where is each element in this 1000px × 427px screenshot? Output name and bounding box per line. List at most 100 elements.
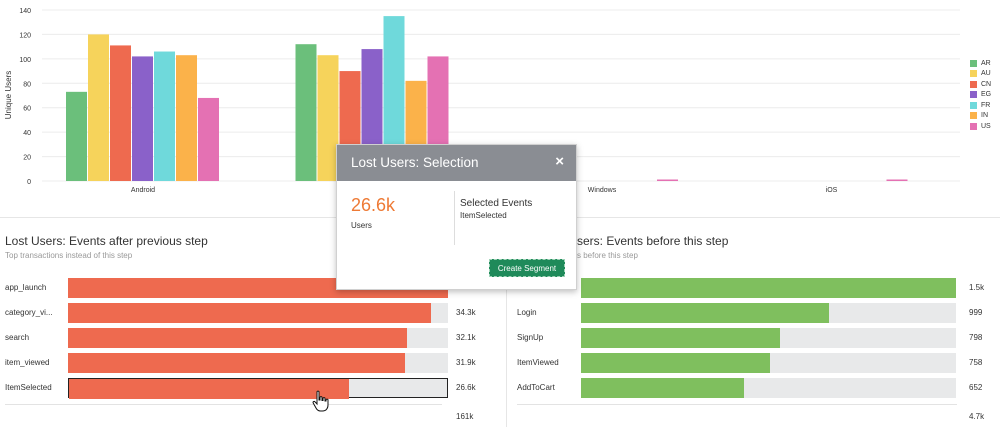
- legend-swatch: [970, 101, 977, 109]
- list-item-bar-fill: [69, 379, 349, 399]
- list-item[interactable]: category_vi... 34.3k: [5, 303, 500, 323]
- list-item-label: category_vi...: [5, 308, 53, 317]
- legend-label: EG: [981, 91, 992, 99]
- popup-header: Lost Users: Selection ×: [337, 145, 576, 181]
- legend-label: US: [981, 122, 991, 130]
- list-item[interactable]: item_viewed 31.9k: [5, 353, 500, 373]
- y-axis-label: Unique Users: [4, 71, 13, 119]
- list-item[interactable]: ItemSelected 26.6k: [5, 378, 500, 399]
- list-item-bar-track[interactable]: [581, 278, 956, 298]
- list-item-value: 31.9k: [456, 358, 476, 367]
- legend-swatch: [970, 80, 977, 88]
- list-item-label: search: [5, 333, 30, 342]
- bar-AU-0: [88, 34, 109, 181]
- list-item-value: 798: [969, 333, 983, 342]
- legend-swatch: [970, 91, 977, 99]
- popup-user-count: 26.6k: [351, 195, 396, 215]
- y-tick-label: 100: [19, 57, 31, 64]
- list-item-bar-fill: [68, 353, 406, 373]
- legend-label: FR: [981, 101, 991, 109]
- list-item-bar-fill: [581, 278, 956, 298]
- list-item[interactable]: AddToCart 652: [517, 378, 1000, 398]
- bar-CN-0: [110, 45, 131, 181]
- list-item[interactable]: ItemViewed 758: [517, 353, 1000, 373]
- list-item-bar-fill: [581, 328, 780, 348]
- list-item-bar-track[interactable]: [68, 303, 448, 323]
- right-total-line: [517, 404, 957, 405]
- panel-divider: [506, 222, 507, 427]
- bar-AR-1: [295, 44, 317, 182]
- bar-AR-0: [66, 91, 87, 181]
- legend-swatch: [970, 70, 977, 78]
- list-item-bar-track[interactable]: [68, 328, 448, 348]
- bar-EG-0: [132, 56, 153, 181]
- legend-item[interactable]: US: [970, 121, 1000, 132]
- bar-FR-0: [154, 51, 175, 182]
- list-item-bar-track[interactable]: [581, 353, 956, 373]
- legend-swatch: [970, 112, 977, 120]
- create-segment-button[interactable]: Create Segment: [489, 259, 565, 277]
- bar-FR-1: [383, 16, 405, 181]
- chart-legend: AR AU CN EG FR IN US: [970, 58, 1000, 132]
- list-item-bar-fill: [68, 303, 431, 323]
- list-item[interactable]: search 32.1k: [5, 328, 500, 348]
- unique-users-chart: 0 20 40 60 80 100 120 140 Unique Users Android Win…: [0, 0, 1000, 212]
- left-total-line: [5, 404, 442, 405]
- left-panel-subtitle: Top transactions instead of this step: [5, 251, 133, 260]
- chart-canvas: 0 20 40 60 80 100 120 140 Unique Users Android Win…: [4, 8, 960, 194]
- y-tick-label: 0: [27, 179, 31, 186]
- legend-item[interactable]: CN: [970, 79, 1000, 90]
- legend-label: IN: [981, 112, 988, 120]
- list-item-label: AddToCart: [517, 383, 555, 392]
- bar-IN-0: [176, 55, 197, 181]
- list-item-label: SignUp: [517, 333, 544, 342]
- legend-item[interactable]: IN: [970, 111, 1000, 122]
- list-item[interactable]: Login 999: [517, 303, 1000, 323]
- list-item-label: ItemViewed: [517, 358, 559, 367]
- bar-US-2: [657, 179, 678, 181]
- list-item-label: ItemSelected: [5, 383, 52, 392]
- y-tick-label: 80: [23, 81, 31, 88]
- list-item-bar-fill: [68, 328, 408, 348]
- popup-user-count-label: Users: [351, 221, 372, 230]
- legend-item[interactable]: FR: [970, 100, 1000, 111]
- list-item-value: 758: [969, 358, 983, 367]
- legend-swatch: [970, 122, 977, 130]
- list-item-bar-track[interactable]: [68, 353, 448, 373]
- list-item[interactable]: 1.5k: [517, 278, 1000, 298]
- list-item-bar-track[interactable]: [581, 303, 956, 323]
- list-item-bar-track[interactable]: [581, 328, 956, 348]
- close-icon[interactable]: ×: [555, 153, 564, 170]
- list-item-value: 34.3k: [456, 308, 476, 317]
- y-tick-label: 120: [19, 32, 31, 39]
- hand-cursor-icon: [312, 390, 329, 412]
- list-item-bar-fill: [581, 303, 829, 323]
- popup-selected-event: ItemSelected: [460, 211, 507, 220]
- bar-US-3: [886, 179, 908, 181]
- legend-item[interactable]: AU: [970, 69, 1000, 80]
- legend-item[interactable]: AR: [970, 58, 1000, 69]
- list-item-bar-track[interactable]: [68, 378, 448, 399]
- right-panel-subtitle: s before this step: [577, 251, 638, 260]
- list-item-bar-fill: [581, 378, 745, 398]
- y-tick-label: 140: [19, 8, 31, 15]
- popup-selected-events-title: Selected Events: [460, 198, 533, 209]
- bar-AU-1: [317, 55, 339, 181]
- list-item-value: 26.6k: [456, 383, 476, 392]
- x-tick-label: Android: [131, 187, 155, 194]
- bar-US-0: [198, 97, 219, 181]
- list-item-value: 999: [969, 308, 983, 317]
- right-panel-title: sers: Events before this step: [577, 234, 729, 248]
- popup-title: Lost Users: Selection: [351, 155, 479, 170]
- legend-item[interactable]: EG: [970, 90, 1000, 101]
- list-item-bar-track[interactable]: [581, 378, 956, 398]
- lost-users-selection-popup: Lost Users: Selection × 26.6k Users Sele…: [336, 144, 577, 290]
- y-tick-label: 40: [23, 130, 31, 137]
- y-tick-label: 60: [23, 106, 31, 113]
- list-item[interactable]: SignUp 798: [517, 328, 1000, 348]
- legend-label: AU: [981, 70, 991, 78]
- list-item-label: app_launch: [5, 283, 47, 292]
- list-item-label: Login: [517, 308, 537, 317]
- x-tick-label: iOS: [826, 187, 838, 194]
- left-panel-title: Lost Users: Events after previous step: [5, 234, 208, 248]
